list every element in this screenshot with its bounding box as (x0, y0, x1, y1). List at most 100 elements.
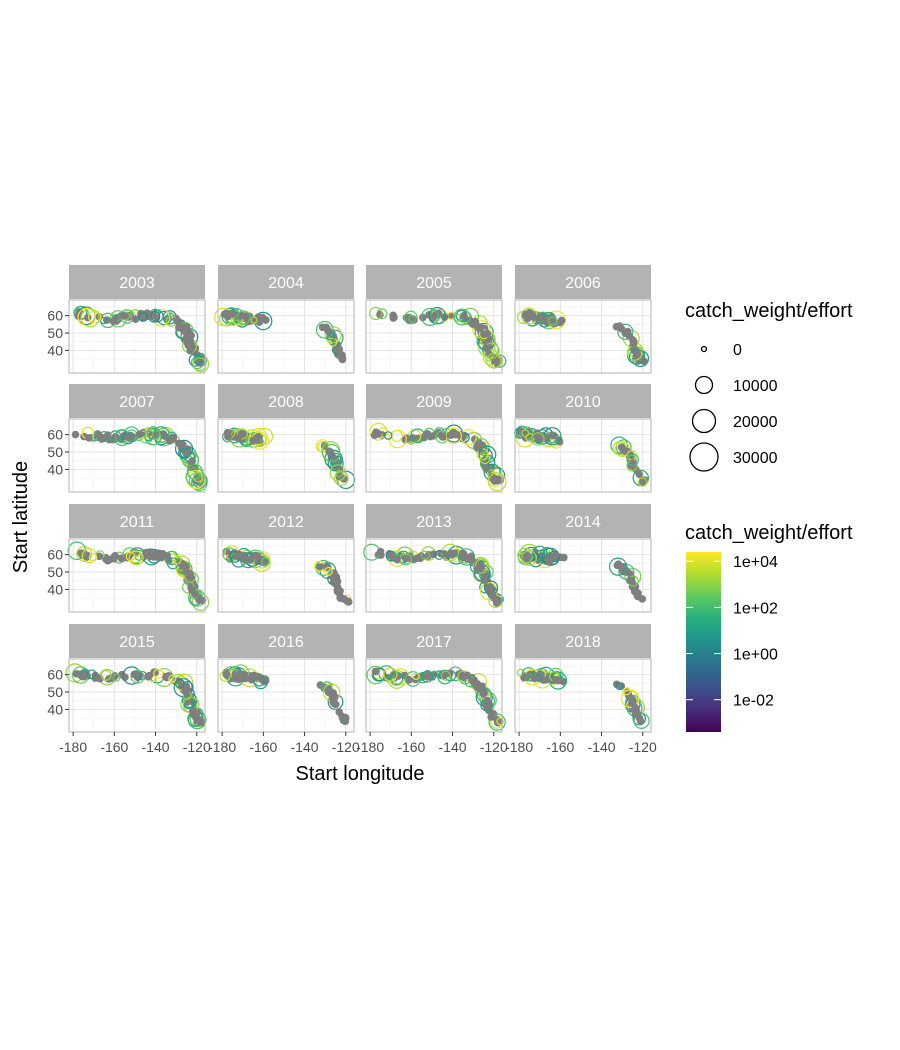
data-point (192, 357, 207, 372)
data-point (369, 306, 383, 321)
data-point (189, 710, 198, 718)
data-point (326, 331, 336, 341)
data-point (85, 434, 93, 442)
y-tick-label: 50 (47, 684, 63, 700)
data-points (222, 427, 356, 490)
data-point (530, 674, 539, 683)
data-point (390, 313, 398, 322)
data-point (488, 472, 497, 481)
data-point (249, 436, 257, 445)
y-tick-label: 40 (47, 581, 63, 597)
data-point (482, 349, 500, 366)
data-point (159, 549, 167, 558)
y-tick-label: 40 (47, 461, 63, 477)
data-point (468, 555, 476, 564)
data-point (166, 436, 174, 445)
facet-strip-label: 2012 (268, 514, 304, 531)
size-legend-label: 20000 (733, 414, 778, 431)
data-point (438, 433, 447, 441)
x-tick-label: -140 (439, 739, 467, 755)
data-point (552, 675, 560, 684)
data-point (174, 678, 185, 689)
data-point (407, 314, 417, 324)
data-point (103, 431, 112, 439)
panel-border (217, 299, 355, 374)
data-point (437, 669, 453, 685)
panel-border (68, 658, 206, 733)
data-point (237, 311, 246, 320)
data-point (420, 550, 430, 560)
data-point (222, 670, 231, 678)
data-points (214, 307, 347, 364)
data-point (344, 597, 353, 606)
data-point (126, 433, 135, 441)
data-point (548, 550, 561, 563)
facet-2010: 2010 (514, 384, 652, 493)
facet-strip (218, 265, 354, 299)
data-point (97, 433, 105, 441)
data-point (315, 320, 334, 339)
data-point (371, 667, 380, 676)
data-point (130, 670, 139, 679)
color-legend: catch_weight/effort 1e+04 1e+02 1e+00 1e-02 (685, 522, 853, 732)
data-point (489, 592, 497, 600)
data-point (72, 670, 81, 678)
data-point (549, 552, 558, 561)
data-point (376, 547, 385, 556)
size-legend-key (694, 375, 714, 395)
data-point (622, 687, 631, 696)
data-point (181, 688, 190, 696)
data-points (369, 306, 507, 369)
data-point (220, 310, 229, 319)
data-point (482, 701, 490, 709)
color-legend-label: 1e+04 (733, 554, 778, 571)
data-point (240, 672, 248, 680)
data-point (453, 308, 471, 326)
data-point (262, 316, 270, 324)
x-tick-label: -140 (588, 739, 616, 755)
data-point (228, 310, 237, 318)
facet-2018: 2018 -180 -160 -140 -120 (505, 624, 657, 755)
data-point (476, 324, 484, 333)
data-point (77, 307, 96, 327)
facet-2013: 2013 (363, 504, 504, 613)
data-point (631, 703, 640, 712)
data-point (128, 550, 144, 566)
data-point (79, 672, 88, 681)
data-point (196, 716, 204, 725)
facet-strip-label: 2017 (416, 634, 452, 651)
facet-strip (69, 624, 205, 658)
data-point (483, 329, 492, 338)
facet-strip-label: 2011 (120, 514, 155, 531)
size-legend: catch_weight/effort 0 10000 20000 30000 (685, 300, 853, 472)
data-point (328, 337, 338, 347)
data-point (86, 669, 97, 680)
color-legend-label: 1e-02 (733, 693, 774, 710)
data-point (472, 557, 490, 574)
x-tick-label: -180 (59, 739, 87, 755)
size-legend-key (689, 442, 719, 472)
data-point (633, 710, 642, 718)
data-point (460, 311, 468, 320)
y-tick-label: 60 (47, 427, 63, 443)
data-point (625, 332, 634, 340)
data-point (626, 453, 639, 467)
x-tick-label: -120 (183, 739, 211, 755)
panel-border (365, 299, 503, 374)
data-point (186, 463, 203, 480)
x-tick-label: -160 (249, 739, 277, 755)
data-point (383, 431, 393, 440)
data-point (333, 471, 349, 486)
data-points (65, 663, 207, 730)
data-point (172, 555, 182, 565)
y-tick-label: 50 (47, 564, 63, 580)
data-point (615, 682, 624, 691)
data-points (517, 543, 647, 603)
facet-strip-label: 2016 (268, 634, 304, 651)
data-point (112, 673, 121, 682)
x-tick-label: -140 (291, 739, 319, 755)
panel-border (365, 658, 503, 733)
